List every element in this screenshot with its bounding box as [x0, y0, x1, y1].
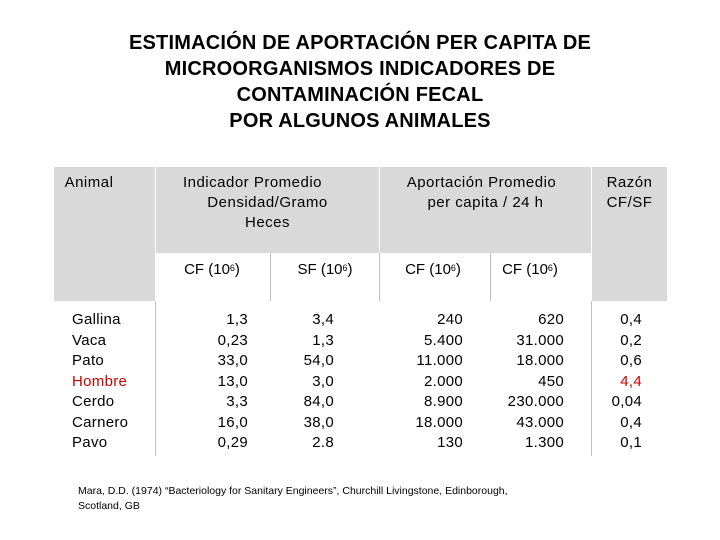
table-cell: 1.300: [524, 434, 564, 451]
table-cell: 54,0: [303, 352, 334, 369]
table-cell: 0,1: [620, 434, 642, 451]
table-cell: 5.400: [423, 331, 463, 349]
table-cell: 8.900: [423, 393, 463, 410]
table-cell: 18.000: [516, 352, 564, 369]
table-cell: 450: [538, 372, 564, 390]
column-divider: [270, 253, 271, 301]
table-cell: 16,0: [217, 413, 248, 431]
table-cell: 0,04: [611, 393, 642, 410]
table-cell: Pato: [72, 352, 105, 369]
table-cell: 230.000: [507, 393, 564, 410]
table-cell: Cerdo: [72, 393, 115, 410]
table-cell: 0,4: [620, 413, 642, 431]
subheader-cf-contrib: CF (106): [405, 261, 461, 278]
table-cell-highlight: Hombre: [72, 372, 128, 390]
column-divider: [155, 301, 156, 456]
page-title: ESTIMACIÓN DE APORTACIÓN PER CAPITA DE M…: [0, 30, 720, 134]
header-text: per capita / 24 h: [427, 194, 544, 211]
table-cell: Pavo: [72, 434, 108, 451]
footnote: Mara, D.D. (1974) “Bacteriology for Sani…: [78, 484, 638, 514]
column-ratio: 0,4 0,2 0,6 4,4 0,04 0,4 0,1: [600, 310, 642, 454]
table-cell: 1,3: [312, 331, 334, 349]
subheader-bar: [54, 253, 155, 301]
table-cell: 2.8: [312, 434, 334, 451]
title-line: MICROORGANISMOS INDICADORES DE: [164, 58, 556, 80]
table-cell: 18.000: [415, 413, 463, 431]
header-bar: [156, 167, 379, 253]
table-cell: 38,0: [303, 413, 334, 431]
table-cell: 620: [538, 311, 564, 328]
table-cell-highlight: 4,4: [620, 372, 642, 390]
header-text: CF/SF: [606, 194, 653, 211]
header-aportacion: Aportación Promedio per capita / 24 h: [380, 173, 591, 213]
header-text: Densidad/Gramo: [207, 194, 328, 211]
table-cell: 31.000: [516, 331, 564, 349]
table-cell: 240: [437, 311, 463, 328]
subheader-cf-contrib-2: CF (106): [502, 261, 558, 278]
header-razon: Razón CF/SF: [592, 173, 667, 213]
header-text: Indicador Promedio: [182, 174, 323, 191]
header-indicador: Indicador Promedio Densidad/Gramo Heces: [156, 173, 379, 233]
footnote-line: Scotland, GB: [78, 500, 140, 512]
table-cell: Vaca: [72, 331, 107, 349]
header-animal: Animal: [54, 173, 124, 193]
column-cf-density: 1,3 0,23 33,0 13,0 3,3 16,0 0,29: [170, 310, 248, 454]
table-cell: 0,2: [620, 331, 642, 349]
table-cell: 33,0: [217, 352, 248, 369]
table-cell: 0,4: [620, 311, 642, 328]
column-cf-contrib: 240 5.400 11.000 2.000 8.900 18.000 130: [380, 310, 463, 454]
table-cell: 84,0: [303, 393, 334, 410]
table-cell: 130: [437, 434, 463, 451]
table-cell: 2.000: [423, 372, 463, 390]
column-divider: [379, 253, 380, 301]
header-text: Aportación Promedio: [406, 174, 557, 191]
header-bar: [380, 167, 591, 253]
header-text: Razón: [606, 174, 653, 191]
table-cell: 0,23: [217, 331, 248, 349]
table-cell: 0,6: [620, 352, 642, 369]
column-cf-contrib-2: 620 31.000 18.000 450 230.000 43.000 1.3…: [480, 310, 564, 454]
column-divider: [591, 301, 592, 456]
table-cell: 11.000: [416, 352, 463, 369]
table-cell: 3,0: [312, 372, 334, 390]
table-cell: 3,4: [312, 311, 334, 328]
column-sf-density: 3,4 1,3 54,0 3,0 84,0 38,0 2.8: [262, 310, 334, 454]
subheader-bar: [592, 253, 667, 301]
title-line: CONTAMINACIÓN FECAL: [236, 84, 484, 106]
column-divider: [490, 253, 491, 301]
header-bar: [54, 167, 155, 253]
header-bar: [592, 167, 667, 253]
title-line: ESTIMACIÓN DE APORTACIÓN PER CAPITA DE: [128, 32, 592, 54]
subheader-sf-density: SF (106): [297, 261, 353, 278]
table-cell: Carnero: [72, 413, 129, 431]
table-cell: 43.000: [516, 413, 564, 431]
header-text: Animal: [64, 174, 114, 191]
column-animal: Gallina Vaca Pato Hombre Cerdo Carnero P…: [72, 310, 128, 454]
table-cell: 1,3: [226, 311, 248, 328]
table-cell: 13,0: [217, 372, 248, 390]
title-line: POR ALGUNOS ANIMALES: [229, 110, 491, 132]
subheader-cf-density: CF (106): [184, 261, 240, 278]
table-cell: Gallina: [72, 311, 121, 328]
footnote-line: Mara, D.D. (1974) “Bacteriology for Sani…: [78, 485, 508, 497]
table-cell: 0,29: [217, 434, 248, 451]
table-cell: 3,3: [226, 393, 248, 410]
header-text: Heces: [244, 214, 291, 231]
